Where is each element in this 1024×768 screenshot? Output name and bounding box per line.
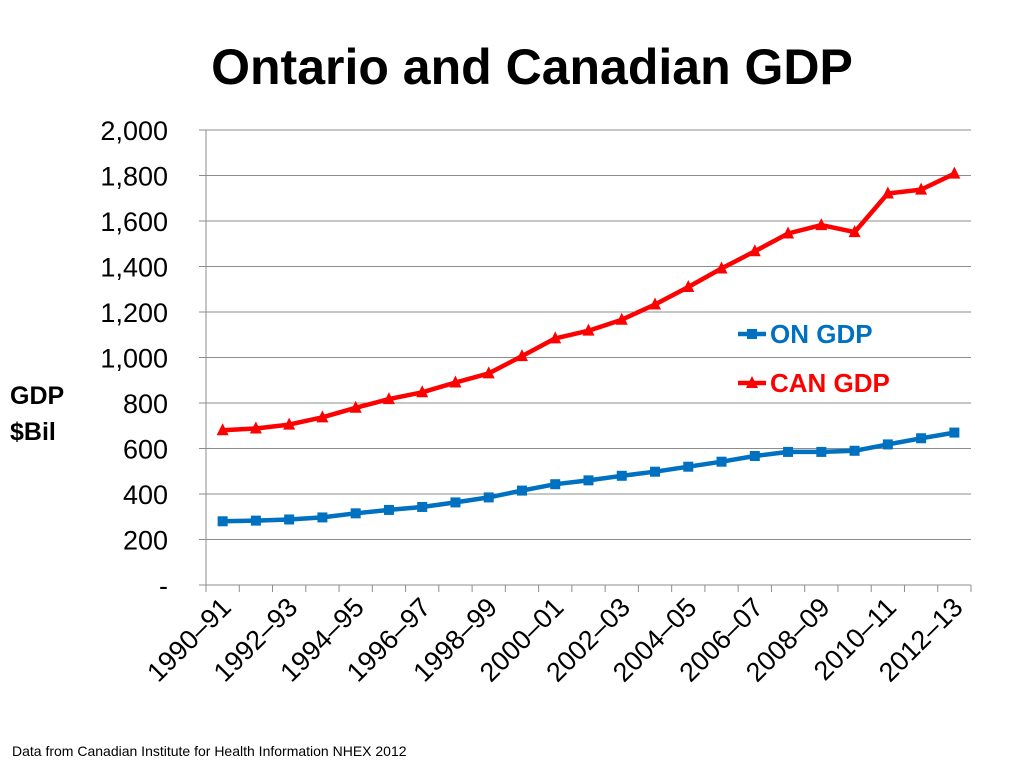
data-point xyxy=(349,400,362,413)
data-point xyxy=(284,514,295,525)
gridlines xyxy=(206,129,971,540)
data-point xyxy=(582,323,595,336)
data-point xyxy=(515,349,528,362)
data-point xyxy=(316,410,329,423)
data-point xyxy=(450,497,461,508)
axes: - 200 400 600 800 1,000 1,200 1,400 1,600 1,800 2,… xyxy=(100,116,972,688)
y-tick-label: 2,000 xyxy=(100,116,168,146)
source-note: Data from Canadian Institute for Health … xyxy=(12,743,407,759)
y-tick-label: 200 xyxy=(123,526,168,556)
data-point xyxy=(317,512,328,523)
data-point xyxy=(849,445,860,456)
data-point xyxy=(848,225,861,238)
data-point xyxy=(350,508,361,519)
data-point xyxy=(482,366,495,379)
data-point xyxy=(749,451,760,462)
data-point xyxy=(583,475,594,486)
legend-marker xyxy=(747,329,757,339)
line-chart: - 200 400 600 800 1,000 1,200 1,400 1,600 1,800 2,… xyxy=(100,116,972,688)
data-point xyxy=(748,244,761,257)
data-point xyxy=(615,312,628,325)
data-point xyxy=(217,516,228,527)
y-axis-label-line-1: GDP xyxy=(10,382,65,410)
legend-marker xyxy=(746,376,758,388)
data-point xyxy=(881,186,894,199)
data-point xyxy=(683,461,694,472)
data-point xyxy=(516,485,527,496)
data-point xyxy=(449,375,462,388)
data-point xyxy=(283,417,296,430)
y-tick-label: 600 xyxy=(123,435,168,465)
legend: ON GDP CAN GDP xyxy=(738,319,890,398)
y-axis-label-line-2: $Bil xyxy=(10,418,56,446)
data-point xyxy=(649,297,662,310)
y-tick-label: 400 xyxy=(123,480,168,510)
series-on-gdp xyxy=(217,427,960,527)
data-point xyxy=(650,466,661,477)
chart-title: Ontario and Canadian GDP xyxy=(211,39,853,95)
legend-label: ON GDP xyxy=(770,319,873,349)
y-tick-label: 1,200 xyxy=(100,298,168,328)
y-tick-label: 1,400 xyxy=(100,253,168,283)
data-point xyxy=(616,470,627,481)
y-tick-label: 800 xyxy=(123,389,168,419)
legend-label: CAN GDP xyxy=(770,368,890,398)
data-point xyxy=(815,218,828,231)
data-point xyxy=(816,446,827,457)
data-point xyxy=(916,433,927,444)
data-point xyxy=(549,331,562,344)
data-point xyxy=(682,279,695,292)
y-axis-label: GDP $Bil xyxy=(10,378,80,450)
series-lines xyxy=(216,166,961,527)
data-point xyxy=(417,501,428,512)
data-point xyxy=(216,423,229,436)
data-point xyxy=(948,166,961,179)
data-point xyxy=(250,515,261,526)
legend-entry: ON GDP xyxy=(738,319,873,349)
y-tick-label: - xyxy=(159,571,168,601)
series-can-gdp xyxy=(216,166,961,436)
data-point xyxy=(550,479,561,490)
data-point xyxy=(716,456,727,467)
data-point xyxy=(249,421,262,434)
y-tick-label: 1,000 xyxy=(100,344,168,374)
data-point xyxy=(783,446,794,457)
data-point xyxy=(383,504,394,515)
data-point xyxy=(382,392,395,405)
data-point xyxy=(483,492,494,503)
legend-entry: CAN GDP xyxy=(738,368,890,398)
data-point xyxy=(882,439,893,450)
y-tick-label: 1,600 xyxy=(100,207,168,237)
data-point xyxy=(949,427,960,438)
y-tick-label: 1,800 xyxy=(100,162,168,192)
data-point xyxy=(915,182,928,195)
data-point xyxy=(782,226,795,239)
data-point xyxy=(715,261,728,274)
data-point xyxy=(416,385,429,398)
